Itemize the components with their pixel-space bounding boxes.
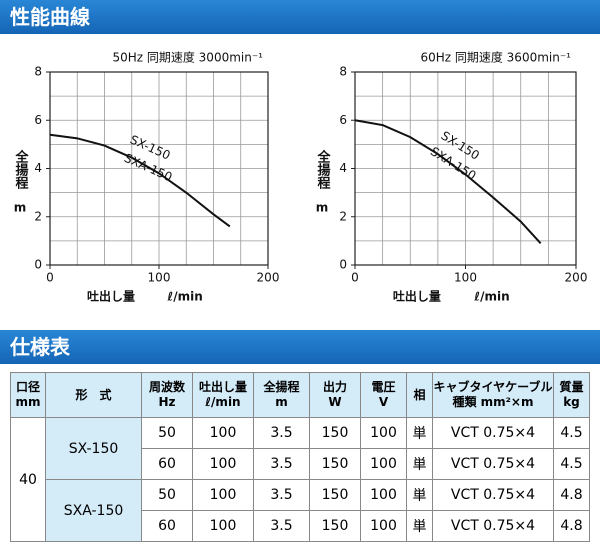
model-cell: SXA-150 [45,479,142,542]
spec-table: 口径 mm 形 式 周波数 Hz 吐出し量 ℓ/min 全揚程 m 出力 W 電圧 V 相 … [10,372,590,542]
cell: VCT 0.75×4 [432,417,554,449]
header: 全揚程 [263,380,300,394]
cell: 150 [309,417,361,449]
cell: 単 [406,479,433,511]
cell: 3.5 [253,448,310,480]
cell: 60 [141,510,193,542]
y-axis-label: 全揚程 [13,149,30,190]
header: V [378,395,389,409]
x-axis-unit: ℓ/min [167,290,203,304]
header: 電圧 [371,380,396,394]
header: 形 式 [75,387,112,402]
header-row: 口径 mm 形 式 周波数 Hz 吐出し量 ℓ/min 全揚程 m 出力 W 電圧 V 相 … [10,372,590,418]
chart-title: 50Hz 同期速度 3000min⁻¹ [112,50,263,65]
header: mm [15,395,41,409]
cell: 4.5 [553,448,590,480]
x-tick-label: 0 [46,271,54,285]
header: キャブタイヤケーブル [433,380,553,394]
y-tick-label: 2 [339,209,347,223]
cell: 100 [360,479,407,511]
cell: 100 [192,448,254,480]
curve [49,133,231,228]
cell: VCT 0.75×4 [432,510,554,542]
cell: 60 [141,448,193,480]
header: Hz [158,395,176,409]
y-axis-label: 全揚程 [315,149,332,190]
curve [354,119,542,244]
x-tick-label: 200 [565,271,588,285]
y-tick-label: 2 [34,209,42,223]
header: 吐出し量 [198,380,247,394]
row: 60 100 3.5 150 100 単 VCT 0.75×4 4.5 [11,448,590,480]
cell: 4.8 [553,479,590,511]
cell: 単 [406,510,433,542]
section-header: 仕様表 [0,330,600,364]
x-axis-label: 吐出し量 [87,289,135,304]
cell: 50 [141,479,193,511]
y-tick-label: 8 [339,65,347,79]
header: W [328,395,342,409]
y-tick-label: 0 [339,258,347,272]
x-axis-label: 吐出し量 [393,289,441,304]
header: 周波数 [148,380,185,394]
header: 出力 [322,380,347,394]
cell: 3.5 [253,479,310,511]
y-axis-unit: m [316,201,329,215]
row: 40 SX-150 50 100 3.5 150 100 単 VCT 0.75×4 4.5 [10,417,590,542]
diameter-cell: 40 [10,417,46,542]
row: 60 100 3.5 150 100 単 VCT 0.75×4 4.8 [11,510,590,542]
cell: 100 [360,448,407,480]
cell: 100 [192,479,254,511]
header: 口径 [15,380,40,394]
x-tick-label: 200 [257,271,280,285]
header: 種類 mm²×m [452,395,534,409]
y-axis-unit: m [14,201,27,215]
y-tick-label: 8 [34,65,42,79]
section-header: 性能曲線 [0,0,600,34]
header: m [275,395,288,409]
header: ℓ/min [205,395,241,409]
y-tick-label: 6 [339,113,347,127]
header: 質量 [559,380,584,394]
y-tick-label: 0 [34,258,42,272]
y-tick-label: 4 [34,161,42,175]
cell: VCT 0.75×4 [432,479,554,511]
cell: 4.8 [553,510,590,542]
x-axis-unit: ℓ/min [473,290,509,304]
model-cell: SX-150 [45,417,142,480]
cell: 100 [360,417,407,449]
cell: 100 [192,417,254,449]
x-tick-label: 100 [148,271,171,285]
cell: 150 [309,448,361,480]
cell: 50 [141,417,193,449]
cell: 3.5 [253,510,310,542]
header: 相 [413,387,426,402]
cell: 150 [309,510,361,542]
y-tick-label: 4 [339,161,347,175]
cell: 3.5 [253,417,310,449]
chart-title: 60Hz 同期速度 3600min⁻¹ [420,50,571,65]
cell: 単 [406,417,433,449]
row: SXA-150 50 100 3.5 150 100 単 VCT 0.75×4 4.8 [11,479,590,542]
cell: 単 [406,448,433,480]
cell: 100 [360,510,407,542]
x-tick-label: 0 [351,271,359,285]
cell: 4.5 [553,417,590,449]
cell: 150 [309,479,361,511]
cell: 100 [192,510,254,542]
cell: VCT 0.75×4 [432,448,554,480]
y-tick-label: 6 [34,113,42,127]
header: kg [563,395,580,409]
x-tick-label: 100 [454,271,477,285]
